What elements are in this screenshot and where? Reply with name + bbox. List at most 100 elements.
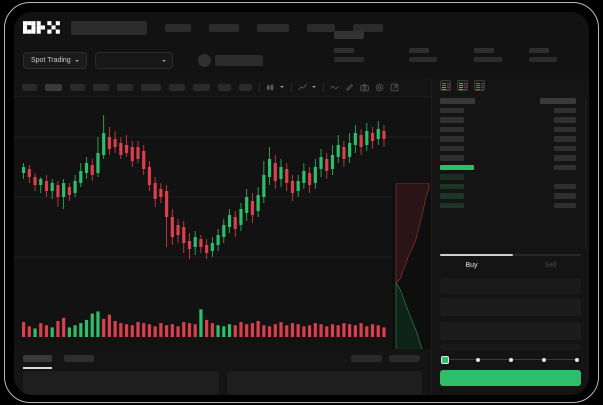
orderbook-row-bid[interactable] — [432, 193, 589, 203]
orderbook-scrollbar[interactable] — [585, 100, 587, 250]
stat-change-24h — [409, 48, 437, 62]
orderbook-row-bid[interactable] — [432, 174, 589, 184]
timeframe-button[interactable] — [239, 83, 252, 91]
orderbook-price-cell — [440, 155, 464, 161]
last-price-value — [215, 55, 263, 66]
orderbook-layout-icons — [440, 80, 485, 91]
slider-stop-100[interactable] — [575, 357, 579, 362]
nav-item-1[interactable] — [165, 23, 191, 32]
stat-volume-24h — [529, 48, 557, 62]
tab-buy[interactable]: Buy — [465, 262, 478, 269]
orderbook-size-cell — [554, 117, 576, 123]
orderbook-last-price-row[interactable] — [432, 164, 589, 175]
volume-series — [22, 309, 386, 337]
nav-item-5[interactable] — [353, 23, 383, 32]
tab-indicator-track — [513, 254, 581, 256]
fullscreen-icon[interactable] — [390, 83, 399, 92]
slider-stop-25[interactable] — [476, 357, 480, 362]
timeframe-button[interactable] — [93, 83, 109, 91]
candle-type-icon[interactable] — [266, 83, 275, 92]
orderbook-size-cell — [554, 164, 576, 170]
spot-trading-dropdown[interactable]: Spot Trading — [23, 52, 87, 69]
buy-sell-tabs: Buy Sell — [432, 258, 589, 274]
orderbook-size-cell — [554, 126, 576, 132]
field-order-type[interactable] — [440, 278, 581, 294]
orderbook-price-cell — [440, 145, 464, 151]
amount-percent-slider[interactable] — [440, 355, 581, 364]
chart-toolbar — [14, 78, 431, 97]
nav-item-3[interactable] — [257, 23, 289, 32]
slider-handle[interactable] — [441, 356, 449, 364]
timeframe-button[interactable] — [193, 83, 210, 91]
tab-sell[interactable]: Sell — [544, 262, 557, 269]
tab-open-orders[interactable] — [23, 355, 52, 362]
pencil-icon[interactable] — [345, 83, 354, 92]
bottom-action-1[interactable] — [351, 355, 382, 362]
toolbar-divider — [323, 82, 324, 92]
orderbook-price-cell — [440, 98, 475, 104]
tab-order-history[interactable] — [64, 355, 94, 362]
timeframe-button-active[interactable] — [45, 83, 62, 91]
timeframe-button[interactable] — [169, 83, 185, 91]
submit-order-button[interactable] — [440, 370, 581, 386]
chart-gridlines — [14, 136, 431, 258]
field-amount[interactable] — [440, 322, 581, 340]
slider-stop-50[interactable] — [509, 357, 513, 362]
chevron-down-icon[interactable] — [280, 86, 284, 88]
indicator-icon[interactable] — [298, 83, 307, 92]
orderbook-both-icon[interactable] — [440, 80, 451, 91]
panel-left[interactable] — [23, 371, 219, 395]
nav-item-4[interactable] — [307, 23, 335, 32]
orderbook-price-cell — [440, 174, 464, 180]
line-chart-icon[interactable] — [330, 83, 339, 92]
orderbook-asks-icon[interactable] — [474, 80, 485, 91]
chevron-down-icon — [74, 59, 79, 62]
buy-tab-indicator — [440, 254, 513, 256]
timeframe-button[interactable] — [117, 83, 133, 91]
header-top-right-skeleton — [334, 31, 364, 39]
pair-avatar — [198, 54, 211, 67]
candlestick-series — [22, 115, 386, 259]
panel-right[interactable] — [226, 371, 422, 395]
orderbook-price-cell — [440, 164, 474, 170]
field-total[interactable] — [440, 344, 581, 350]
timeframe-button[interactable] — [218, 83, 231, 91]
orderbook-bids-icon[interactable] — [457, 80, 468, 91]
okx-logo[interactable] — [23, 21, 61, 34]
timeframe-button[interactable] — [22, 83, 37, 91]
orderbook-size-cell — [554, 107, 576, 113]
candlestick-chart-svg — [14, 115, 431, 337]
toolbar-divider — [291, 82, 292, 92]
bottom-panels — [14, 371, 431, 395]
orderbook-row-ask[interactable] — [432, 117, 589, 127]
orderbook-row-ask[interactable] — [432, 107, 589, 118]
orderbook-row-ask[interactable] — [432, 136, 589, 146]
orderbook-row-ask[interactable] — [432, 126, 589, 137]
nav-item-2[interactable] — [209, 23, 239, 32]
orderbook-price-cell — [440, 202, 464, 208]
orderbook-row-ask[interactable] — [432, 155, 589, 165]
orderbook-price-cell — [440, 193, 464, 199]
slider-stop-75[interactable] — [542, 357, 546, 362]
timeframe-button[interactable] — [141, 83, 161, 91]
search-input[interactable] — [71, 20, 147, 35]
toolbar-divider — [259, 82, 260, 92]
orderbook-row-ask[interactable] — [432, 145, 589, 156]
camera-icon[interactable] — [360, 83, 369, 92]
chevron-down-icon[interactable] — [312, 86, 316, 88]
bottom-action-2[interactable] — [389, 355, 420, 362]
orderbook-price-cell — [440, 126, 464, 132]
orderbook-size-cell — [554, 183, 576, 189]
trading-pair-select[interactable] — [95, 52, 173, 69]
timeframe-button[interactable] — [70, 83, 85, 91]
orderbook-row-bid[interactable] — [432, 183, 589, 194]
orderbook-size-cell — [554, 202, 576, 208]
stat-last-price — [334, 48, 364, 62]
market-header: Spot Trading — [14, 31, 589, 78]
field-price[interactable] — [440, 298, 581, 316]
price-chart[interactable] — [14, 97, 431, 357]
orderbook-row-bid[interactable] — [432, 202, 589, 213]
orderbook-row-header[interactable] — [432, 98, 589, 108]
settings-icon[interactable] — [375, 83, 384, 92]
orders-tabs-bar — [14, 349, 431, 371]
